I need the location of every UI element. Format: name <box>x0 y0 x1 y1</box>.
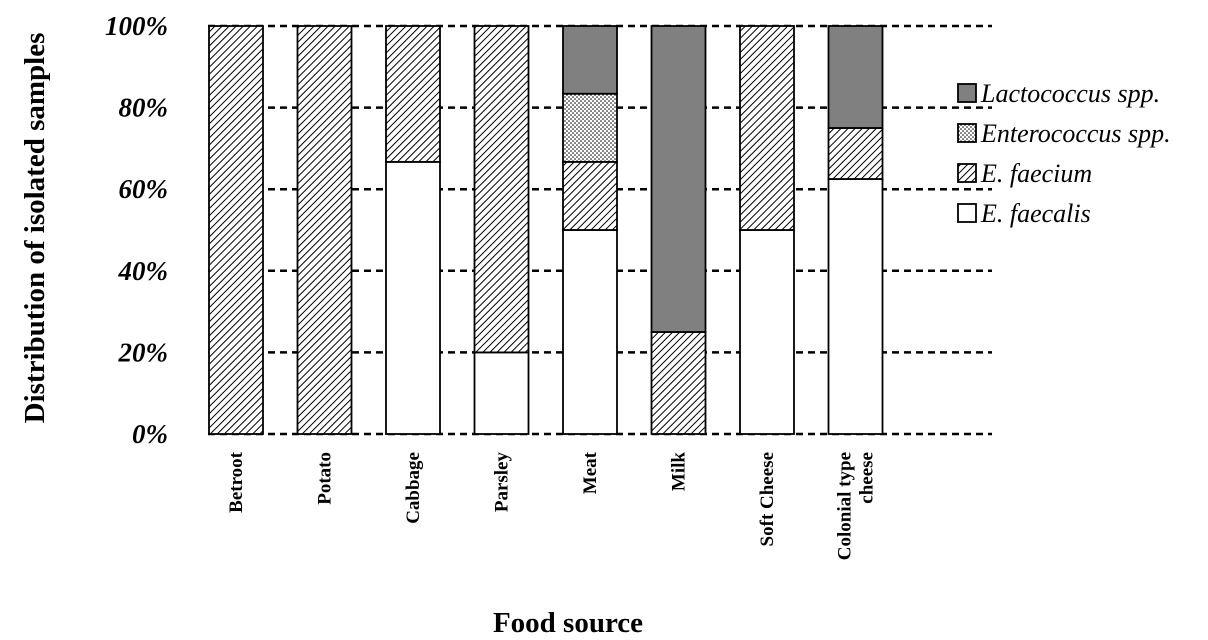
x-tick-label: Potato <box>315 452 336 505</box>
y-tick-label: 20% <box>118 337 169 367</box>
bars <box>208 25 884 435</box>
x-tick-label-line: Meat <box>580 451 601 494</box>
bar-segment <box>562 160 618 231</box>
x-tick-label-line: Parsley <box>492 452 513 513</box>
bar-segment <box>827 127 884 180</box>
x-tick-label: Meat <box>580 451 601 494</box>
bar-segment <box>473 25 530 354</box>
bar-segment <box>562 92 618 163</box>
x-tick-label: Cabbage <box>403 452 424 524</box>
legend-swatch <box>957 163 977 183</box>
y-tick-label: 0% <box>132 419 168 449</box>
y-tick-label: 40% <box>118 256 169 286</box>
bar-segment <box>739 25 795 231</box>
bar-segment <box>208 25 264 435</box>
bar-segment <box>650 331 707 435</box>
x-tick-label: Betroot <box>226 451 247 513</box>
x-axis-category-labels: Betroot Potato Cabbage Parsley Meat Milk Soft … <box>226 451 878 560</box>
x-tick-label: Milk <box>669 452 690 491</box>
x-tick-label-line: Milk <box>669 452 690 491</box>
bar-segment <box>562 25 618 95</box>
legend-label: E. faecium <box>980 159 1092 188</box>
legend-label: Lactococcus spp. <box>980 79 1160 108</box>
bar-segment <box>739 229 795 435</box>
y-axis-title: Distribution of isolated samples <box>19 33 51 424</box>
legend-swatch <box>957 83 977 103</box>
y-tick-label: 100% <box>105 11 168 41</box>
x-tick-label-line: Colonial type <box>835 452 856 560</box>
bar-segment <box>473 351 530 435</box>
bar-segment <box>385 160 441 435</box>
legend: Lactococcus spp. Enterococcus spp. E. faec… <box>957 79 1171 228</box>
legend-label: E. faecalis <box>980 199 1091 228</box>
x-tick-label: Parsley <box>492 452 513 513</box>
y-tick-label: 60% <box>119 174 169 204</box>
x-tick-label-line: cheese <box>857 452 878 504</box>
x-tick-label-line: Potato <box>315 452 336 505</box>
y-axis-ticks: 0% 20% 40% 60% 80% 100% <box>105 11 168 449</box>
legend-label: Enterococcus spp. <box>980 119 1171 148</box>
x-tick-label: Soft Cheese <box>757 452 778 546</box>
bar-segment <box>296 25 353 435</box>
bar-segment <box>385 25 441 163</box>
x-tick-label-line: Soft Cheese <box>757 452 778 546</box>
x-tick-label: Colonial type cheese <box>835 452 878 560</box>
bar-segment <box>827 178 884 435</box>
x-axis-title: Food source <box>493 607 643 639</box>
bar-segment <box>827 25 884 129</box>
legend-swatch <box>957 123 977 143</box>
y-tick-label: 80% <box>119 93 169 123</box>
bar-segment <box>650 25 707 333</box>
legend-swatch <box>957 203 977 223</box>
x-tick-label-line: Betroot <box>226 451 247 513</box>
bar-segment <box>562 229 618 435</box>
x-tick-label-line: Cabbage <box>403 452 424 524</box>
